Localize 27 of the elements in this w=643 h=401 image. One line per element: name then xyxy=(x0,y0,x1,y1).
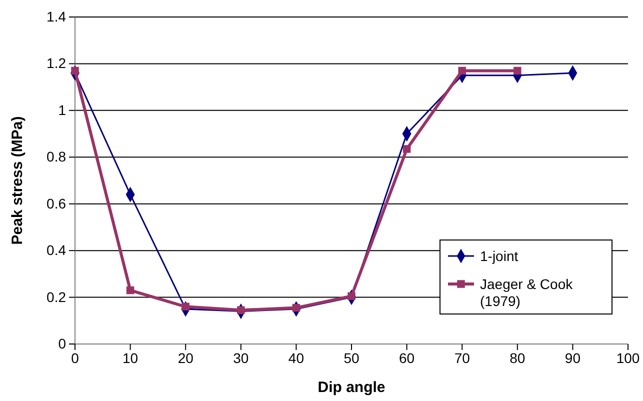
x-tick-label: 20 xyxy=(178,350,194,366)
x-tick-label: 0 xyxy=(71,350,80,366)
x-tick-label: 60 xyxy=(399,350,415,366)
y-tick-label: 1.2 xyxy=(46,55,66,72)
point xyxy=(514,66,522,75)
legend-label: 1-joint xyxy=(480,248,518,264)
y-tick-label: 1.4 xyxy=(46,8,66,24)
y-tick-label: 0.6 xyxy=(46,195,66,212)
point xyxy=(458,66,466,75)
x-tick-label: 30 xyxy=(233,350,249,366)
y-tick-label: 1 xyxy=(58,102,66,118)
y-tick-label: 0.2 xyxy=(46,288,66,305)
y-tick-label: 0.8 xyxy=(46,148,66,165)
x-axis-title: Dip angle xyxy=(318,379,386,396)
x-tick-label: 90 xyxy=(564,350,581,366)
x-tick-label: 100 xyxy=(616,350,640,366)
point xyxy=(126,286,134,294)
legend-label: Jaeger & Cook (1979) xyxy=(480,276,574,309)
x-tick-label: 70 xyxy=(454,350,470,366)
x-tick-label: 40 xyxy=(288,350,304,366)
point xyxy=(402,145,411,153)
y-tick-label: 0 xyxy=(58,335,66,352)
y-axis-title: Peak stress (MPa) xyxy=(9,116,26,245)
x-tick-label: 50 xyxy=(344,350,360,366)
y-tick-label: 0.4 xyxy=(46,242,66,258)
x-tick-label: 10 xyxy=(122,350,138,366)
x-tick-label: 80 xyxy=(510,350,526,366)
